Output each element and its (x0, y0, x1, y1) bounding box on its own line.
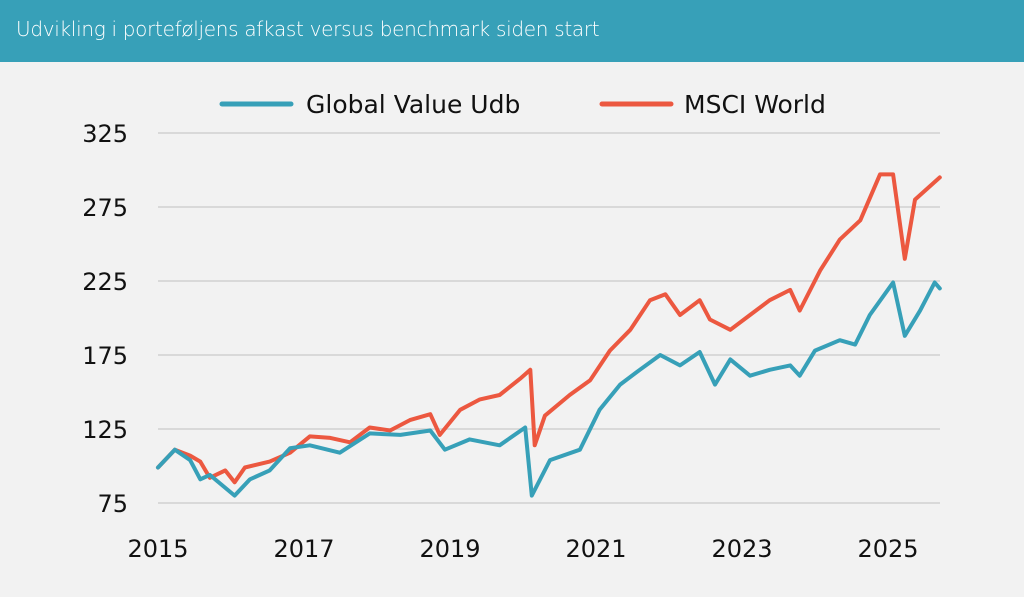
y-tick-label: 175 (82, 342, 128, 370)
gridlines (158, 132, 940, 504)
legend: Global Value Udb MSCI World (219, 90, 826, 119)
x-tick-label: 2025 (857, 535, 918, 563)
x-tick-label: 2021 (565, 535, 626, 563)
x-axis-ticks: 2015 2017 2019 2021 2023 2025 (127, 535, 918, 563)
y-tick-label: 275 (82, 194, 128, 222)
x-tick-label: 2023 (711, 535, 772, 563)
y-tick-label: 75 (97, 490, 128, 518)
y-tick-label: 225 (82, 268, 128, 296)
series-line-global-value-udb (156, 280, 942, 498)
x-tick-label: 2019 (419, 535, 480, 563)
x-tick-label: 2015 (127, 535, 188, 563)
y-axis-ticks: 75 125 175 225 275 325 (82, 120, 128, 518)
x-tick-label: 2017 (273, 535, 334, 563)
y-tick-label: 125 (82, 416, 128, 444)
y-tick-label: 325 (82, 120, 128, 148)
chart-title: Udvikling i porteføljens afkast versus b… (16, 17, 600, 41)
legend-label-global-value: Global Value Udb (306, 90, 520, 119)
chart-header: Udvikling i porteføljens afkast versus b… (0, 0, 1024, 62)
legend-label-msci-world: MSCI World (684, 90, 826, 119)
series-lines (156, 172, 942, 498)
series-line-msci-world (156, 172, 942, 485)
